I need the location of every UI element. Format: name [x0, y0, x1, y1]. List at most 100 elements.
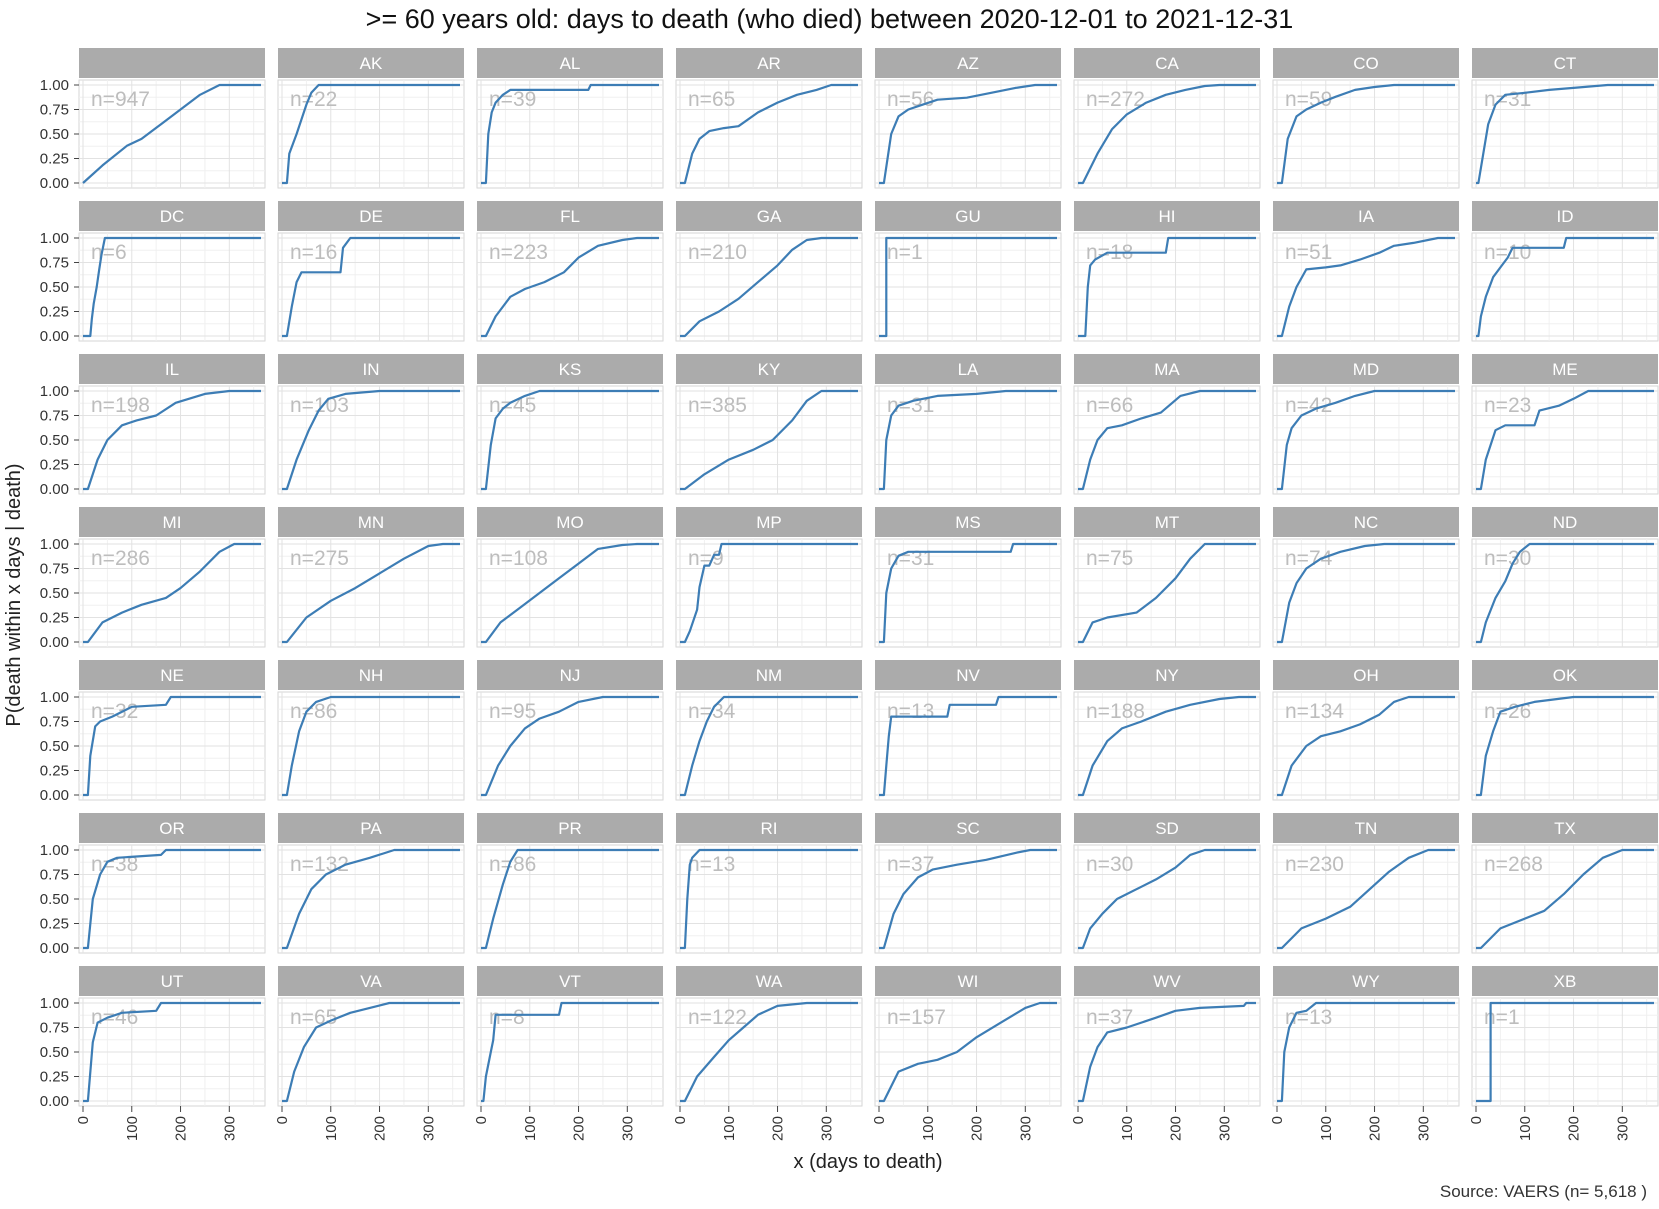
facet-panel: AR n=65 [675, 48, 863, 189]
cdf-line [83, 695, 261, 797]
facet-strip [278, 660, 464, 690]
sample-size-label: n=31 [1484, 88, 1531, 111]
facet-strip-label: FL [560, 207, 580, 226]
cdf-line [680, 389, 858, 491]
sample-size-label: n=86 [489, 853, 536, 876]
x-tick-label: 300 [1017, 1116, 1034, 1141]
facet-strip [1273, 660, 1459, 690]
sample-size-label: n=46 [91, 1006, 138, 1029]
cdf-line [481, 542, 659, 644]
sample-size-label: n=103 [290, 394, 349, 417]
y-tick-label: 0.50 [40, 1044, 69, 1061]
cdf-line [879, 542, 1057, 644]
facet-strip [676, 48, 862, 78]
facet-panel: MS n=31 [874, 507, 1062, 648]
facet-strip-label: MT [1155, 513, 1180, 532]
x-tick-label: 200 [571, 1116, 588, 1141]
facet-strip [79, 813, 265, 843]
facet-panel: SC n=37 [874, 813, 1062, 954]
cdf-line [879, 848, 1057, 950]
chart-title: >= 60 years old: days to death (who died… [365, 4, 1294, 34]
sample-size-label: n=230 [1285, 853, 1344, 876]
sample-size-label: n=86 [290, 700, 337, 723]
cdf-line [82, 83, 261, 184]
sample-size-label: n=13 [688, 853, 735, 876]
x-tick-label: 300 [1415, 1116, 1432, 1141]
facet-strip [1273, 354, 1459, 384]
facet-strip-label: HI [1159, 207, 1176, 226]
facet-panel: AK n=22 [277, 48, 465, 189]
facet-panel: MN n=275 [277, 507, 465, 648]
x-tick-label: 200 [372, 1116, 389, 1141]
cdf-line [481, 695, 659, 797]
facet-strip [1273, 507, 1459, 537]
x-tick-label: 0 [75, 1116, 92, 1124]
facet-panel: DE n=16 [277, 201, 465, 342]
y-tick-label: 0.25 [40, 1069, 69, 1086]
facet-strip [1074, 354, 1260, 384]
x-tick-label: 200 [770, 1116, 787, 1141]
sample-size-label: n=22 [290, 88, 337, 111]
facet-strip-label: GU [955, 207, 981, 226]
facet-strip [1273, 201, 1459, 231]
facet-strip-label: AR [757, 54, 781, 73]
cdf-line [879, 1001, 1057, 1103]
sample-size-label: n=37 [887, 853, 934, 876]
x-tick-label: 100 [323, 1116, 340, 1141]
y-tick-label: 1.00 [40, 230, 69, 247]
facet-panel: PA n=132 [277, 813, 465, 954]
facet-strip [79, 48, 265, 78]
facet-strip-label: PR [558, 819, 582, 838]
y-tick-label: 0.75 [40, 561, 69, 578]
cdf-line [282, 389, 460, 491]
facet-strip [477, 507, 663, 537]
facet-strip-label: NC [1354, 513, 1379, 532]
sample-size-label: n=66 [1086, 394, 1133, 417]
x-tick-label: 0 [274, 1116, 291, 1124]
facet-strip-label: ID [1557, 207, 1574, 226]
facet-strip [1074, 813, 1260, 843]
sample-size-label: n=132 [290, 853, 349, 876]
sample-size-label: n=37 [1086, 1006, 1133, 1029]
sample-size-label: n=947 [91, 88, 150, 111]
facet-strip [875, 507, 1061, 537]
facet-strip-label: OR [159, 819, 185, 838]
facet-panel: WI n=157 0 100 200 300 [871, 966, 1062, 1141]
facet-strip [79, 660, 265, 690]
facet-strip [278, 813, 464, 843]
facet-panel: CO n=59 [1272, 48, 1460, 189]
cdf-line [481, 848, 659, 950]
cdf-line [1078, 542, 1256, 644]
y-tick-label: 0.75 [40, 867, 69, 884]
cdf-line [481, 236, 659, 338]
y-tick-label: 0.50 [40, 126, 69, 143]
facet-strip-label: AK [360, 54, 383, 73]
facet-strip [1472, 48, 1658, 78]
cdf-line [83, 389, 261, 491]
facet-panels: n=947 0.00 0.25 0.50 0.75 1.00 AK n=22 AL n=39 AR n… [40, 48, 1659, 1141]
facet-panel: GU n=1 [874, 201, 1062, 342]
sample-size-label: n=30 [1484, 547, 1531, 570]
facet-panel: RI n=13 [675, 813, 863, 954]
facet-panel: IA n=51 [1272, 201, 1460, 342]
cdf-line [282, 542, 460, 644]
facet-panel: NE n=32 0.00 0.25 0.50 0.75 1.00 [40, 660, 266, 804]
facet-strip-label: MO [556, 513, 583, 532]
sample-size-label: n=286 [91, 547, 150, 570]
cdf-line [1277, 1001, 1455, 1103]
cdf-line [1476, 848, 1654, 950]
facet-strip [875, 660, 1061, 690]
sample-size-label: n=108 [489, 547, 548, 570]
sample-size-label: n=13 [887, 700, 934, 723]
x-tick-label: 100 [721, 1116, 738, 1141]
y-tick-label: 0.75 [40, 255, 69, 272]
facet-strip [875, 354, 1061, 384]
facet-strip [1074, 201, 1260, 231]
sample-size-label: n=6 [91, 241, 127, 264]
x-tick-label: 300 [420, 1116, 437, 1141]
cdf-line [680, 83, 858, 185]
facet-strip-label: TX [1554, 819, 1576, 838]
facet-panel: MD n=42 [1272, 354, 1460, 495]
facet-strip-label: VT [559, 972, 581, 991]
facet-strip [477, 966, 663, 996]
